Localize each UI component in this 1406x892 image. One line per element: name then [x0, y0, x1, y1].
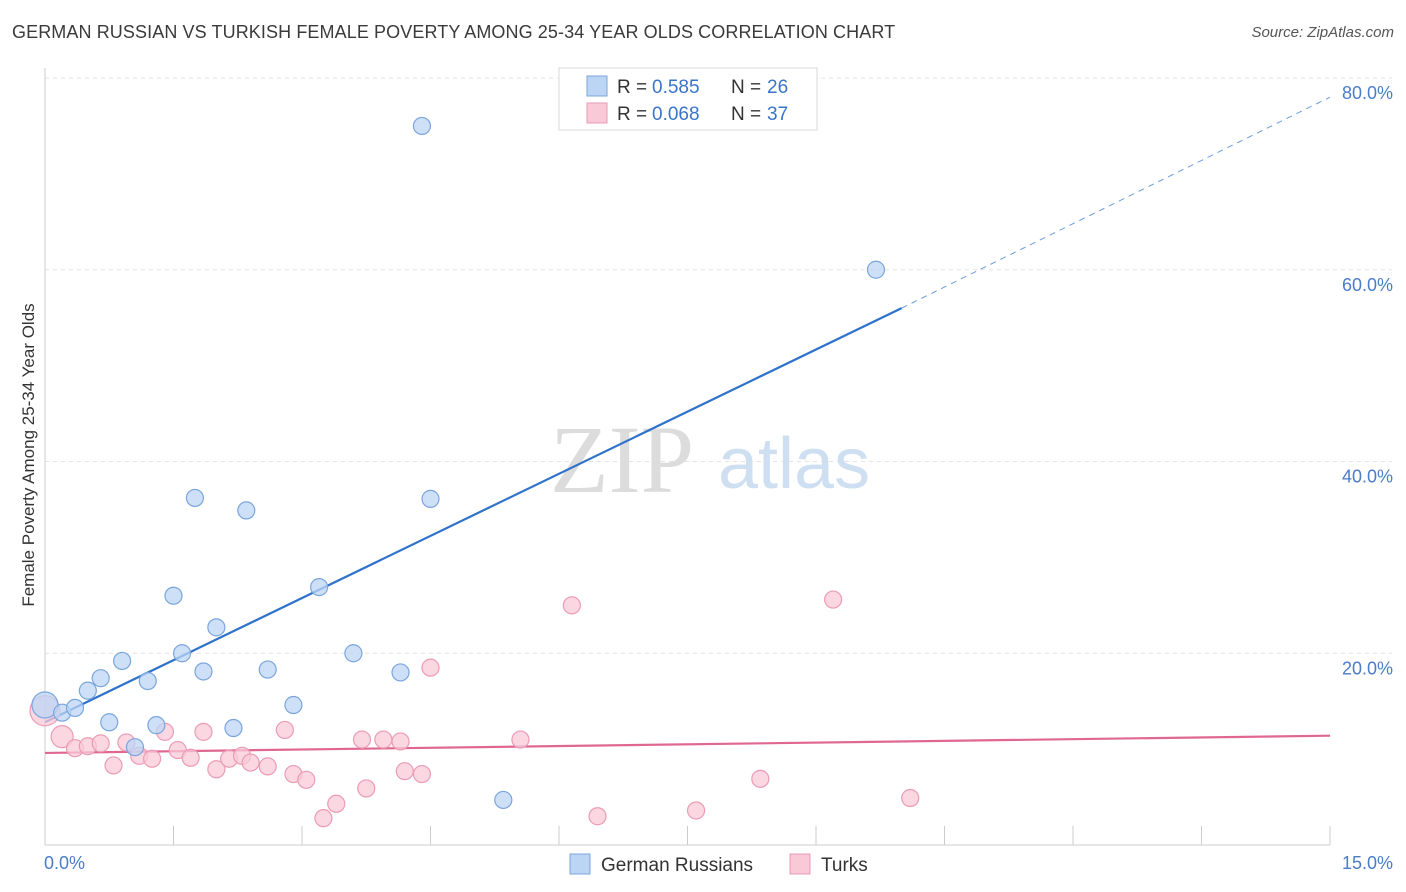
point-german-russians-9 [147, 716, 166, 735]
bottom-legend-swatch-turks [789, 853, 811, 875]
point-german-russians-12 [185, 488, 205, 508]
point-turks-28 [412, 764, 432, 784]
point-turks-32 [588, 807, 607, 826]
legend-swatch-german-russians [586, 75, 608, 97]
data-points [29, 116, 920, 828]
gridlines [45, 77, 1392, 654]
point-turks-13 [207, 760, 226, 779]
point-turks-36 [901, 788, 920, 808]
trend-line-turks [44, 734, 1331, 755]
y-axis-title: Female Poverty Among 25-34 Year Olds [19, 303, 38, 606]
point-german-russians-24 [494, 790, 513, 810]
watermark: ZIP atlas [550, 406, 870, 513]
x-tick-label-0: 0.0% [44, 853, 85, 873]
point-turks-31 [562, 596, 581, 615]
point-turks-34 [751, 769, 770, 788]
point-turks-29 [421, 658, 440, 677]
legend-n-value-1: 26 [767, 77, 788, 98]
point-turks-8 [142, 749, 162, 768]
point-german-russians-16 [237, 501, 256, 520]
point-german-russians-14 [207, 618, 226, 637]
point-turks-4 [91, 734, 110, 753]
point-german-russians-20 [344, 644, 363, 663]
point-german-russians-21 [391, 663, 410, 682]
legend-n-label-2: N = [731, 104, 761, 125]
point-turks-24 [357, 779, 376, 798]
point-german-russians-18 [284, 695, 303, 715]
point-german-russians-10 [164, 586, 183, 605]
point-turks-11 [181, 748, 200, 767]
point-turks-12 [194, 722, 213, 741]
point-turks-30 [511, 730, 530, 749]
point-turks-18 [275, 720, 294, 740]
point-german-russians-11 [172, 644, 192, 663]
point-turks-22 [327, 794, 346, 813]
axes [44, 68, 1331, 846]
watermark-zip: ZIP [550, 406, 694, 513]
x-tick-labels: 0.0% 15.0% [44, 853, 1393, 873]
point-german-russians-23 [421, 489, 440, 508]
point-german-russians-22 [412, 116, 432, 136]
chart-title: GERMAN RUSSIAN VS TURKISH FEMALE POVERTY… [12, 22, 896, 42]
point-german-russians-5 [100, 713, 119, 732]
legend-swatch-turks [586, 102, 608, 124]
point-german-russians-2 [65, 698, 85, 717]
trend-line-german-russians [44, 307, 903, 724]
point-turks-33 [686, 801, 706, 820]
bottom-legend-swatch-german-russians [569, 853, 591, 875]
point-german-russians-17 [258, 660, 277, 679]
x-tick-label-1: 15.0% [1342, 853, 1393, 873]
legend-r-label-2: R = [617, 104, 647, 125]
y-tick-label-1: 40.0% [1342, 467, 1393, 487]
point-german-russians-25 [866, 260, 886, 279]
y-tick-label-2: 60.0% [1342, 275, 1393, 295]
point-turks-20 [297, 770, 316, 789]
point-german-russians-7 [125, 738, 145, 757]
y-tick-labels: 20.0% 40.0% 60.0% 80.0% [1342, 83, 1393, 678]
trend-line-german-russians-extension [901, 96, 1331, 309]
legend-n-label-1: N = [731, 77, 761, 98]
legend-r-value-2: 0.068 [652, 104, 700, 125]
point-german-russians-15 [224, 718, 243, 738]
point-german-russians-3 [78, 681, 97, 700]
legend-r-value-1: 0.585 [652, 77, 700, 98]
watermark-atlas: atlas [718, 424, 870, 504]
top-legend: R = 0.585 N = 26 R = 0.068 N = 37 [558, 67, 818, 131]
point-turks-5 [104, 756, 123, 775]
point-german-russians-13 [194, 662, 213, 681]
bottom-legend-label-turks: Turks [821, 855, 868, 876]
point-german-russians-4 [91, 669, 110, 688]
point-turks-26 [391, 732, 410, 751]
y-tick-label-0: 20.0% [1342, 658, 1393, 678]
point-german-russians-6 [112, 651, 132, 671]
legend-n-value-2: 37 [767, 104, 788, 125]
point-german-russians-19 [310, 577, 329, 597]
point-turks-17 [258, 757, 277, 776]
point-turks-16 [241, 753, 260, 772]
point-turks-21 [314, 809, 333, 828]
point-turks-1 [50, 725, 74, 749]
bottom-legend: German Russians Turks [569, 853, 868, 876]
point-turks-27 [395, 762, 414, 781]
point-turks-23 [352, 730, 372, 749]
point-turks-25 [374, 730, 393, 749]
legend-r-label-1: R = [617, 77, 647, 98]
chart-source: Source: ZipAtlas.com [1251, 24, 1394, 41]
bottom-legend-label-german-russians: German Russians [601, 855, 753, 876]
point-german-russians-8 [138, 671, 157, 691]
point-turks-35 [824, 590, 843, 609]
y-tick-label-3: 80.0% [1342, 83, 1393, 103]
